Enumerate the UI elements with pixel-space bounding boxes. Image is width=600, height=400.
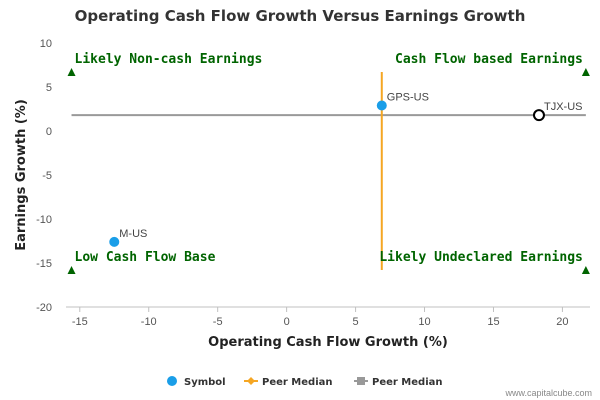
legend: Symbol Peer Median Peer Median <box>167 376 443 388</box>
legend-label: Peer Median <box>262 377 333 388</box>
credit-text: www.capitalcube.com <box>504 388 592 398</box>
quadrant-triangle-icon <box>67 68 76 77</box>
legend-square-icon <box>357 377 365 385</box>
quadrant-label: Likely Non-cash Earnings <box>75 52 263 67</box>
x-tick-label: -5 <box>213 316 223 328</box>
data-point <box>532 109 545 122</box>
y-tick-label: -20 <box>36 302 52 314</box>
plot-area: -15 -10 -5 0 5 10 15 20 -20 -15 -10 -5 0 5 10 Likely No… <box>36 38 590 328</box>
x-tick-label: -15 <box>72 316 88 328</box>
chart-title: Operating Cash Flow Growth Versus Earnin… <box>75 7 526 25</box>
y-tick-label: -15 <box>36 258 52 270</box>
y-tick-label: 10 <box>40 38 52 50</box>
x-tick-label: -10 <box>141 316 157 328</box>
x-tick-label: 10 <box>418 316 430 328</box>
data-point-label: GPS-US <box>387 91 429 103</box>
legend-diamond-icon <box>247 377 255 385</box>
data-point-label: M-US <box>119 228 147 240</box>
y-tick-label: 5 <box>46 82 52 94</box>
x-tick-label: 0 <box>284 316 290 328</box>
x-tick-label: 15 <box>487 316 499 328</box>
legend-circle-icon <box>167 376 177 386</box>
quadrant-label: Cash Flow based Earnings <box>395 52 583 67</box>
y-axis-label: Earnings Growth (%) <box>14 99 29 251</box>
data-point <box>376 100 387 111</box>
x-axis-label: Operating Cash Flow Growth (%) <box>208 335 448 350</box>
y-tick-label: 0 <box>46 126 52 138</box>
x-tick-label: 20 <box>556 316 568 328</box>
data-point-label: TJX-US <box>544 101 583 113</box>
data-point <box>109 236 120 247</box>
x-tick-label: 5 <box>353 316 359 328</box>
quadrant-label: Likely Undeclared Earnings <box>379 250 583 265</box>
legend-label: Symbol <box>184 377 226 388</box>
quadrant-triangle-icon <box>581 68 590 77</box>
quadrant-triangle-icon <box>581 266 590 275</box>
quadrant-triangle-icon <box>67 266 76 275</box>
y-tick-label: -5 <box>42 170 52 182</box>
y-tick-label: -10 <box>36 214 52 226</box>
legend-label: Peer Median <box>372 377 443 388</box>
quadrant-label: Low Cash Flow Base <box>75 250 216 265</box>
